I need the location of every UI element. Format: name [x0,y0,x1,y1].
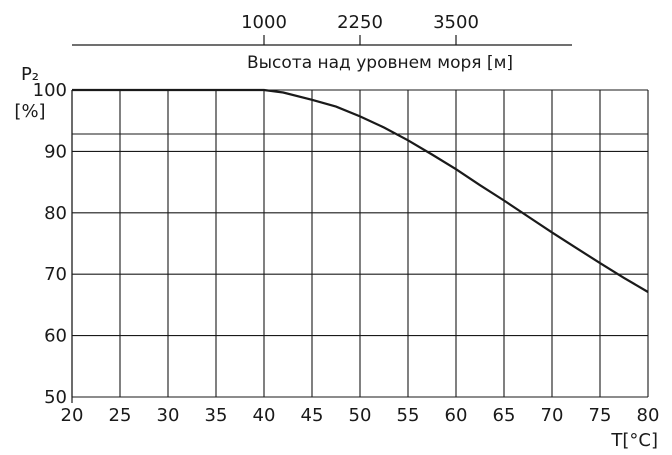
series-line-0 [72,88,649,293]
x-tick-label-35: 35 [205,405,228,426]
y-axis-label-symbol: P₂ [21,64,39,85]
y-tick-label-90: 90 [44,141,67,162]
x-axis-label: T[°C] [610,430,658,451]
x-tick-label-25: 25 [109,405,132,426]
x-tick-label-50: 50 [349,405,372,426]
x-tick-label-40: 40 [253,405,276,426]
y-tick-label-50: 50 [44,387,67,408]
x-tick-label-75: 75 [589,405,612,426]
axes [71,35,572,403]
x-tick-label-80: 80 [637,405,660,426]
grid [71,89,649,398]
y-tick-label-60: 60 [44,326,67,347]
altitude-tick-label-2250: 2250 [337,12,383,33]
y-tick-label-100: 100 [33,80,67,101]
x-tick-label-55: 55 [397,405,420,426]
x-tick-label-30: 30 [157,405,180,426]
x-tick-label-60: 60 [445,405,468,426]
x-tick-label-70: 70 [541,405,564,426]
y-axis-label-unit: [%] [14,101,45,122]
labels: 20 25 30 35 40 45 50 55 60 65 70 75 80 50 60 70 80 90 100 T… [14,12,659,451]
y-tick-label-70: 70 [44,264,67,285]
y-tick-label-80: 80 [44,203,67,224]
x-tick-label-65: 65 [493,405,516,426]
altitude-tick-label-1000: 1000 [241,12,287,33]
altitude-axis-label: Высота над уровнем моря [м] [247,53,513,73]
series-layer [72,88,649,293]
x-tick-label-20: 20 [61,405,84,426]
altitude-tick-label-3500: 3500 [433,12,479,33]
x-tick-label-45: 45 [301,405,324,426]
